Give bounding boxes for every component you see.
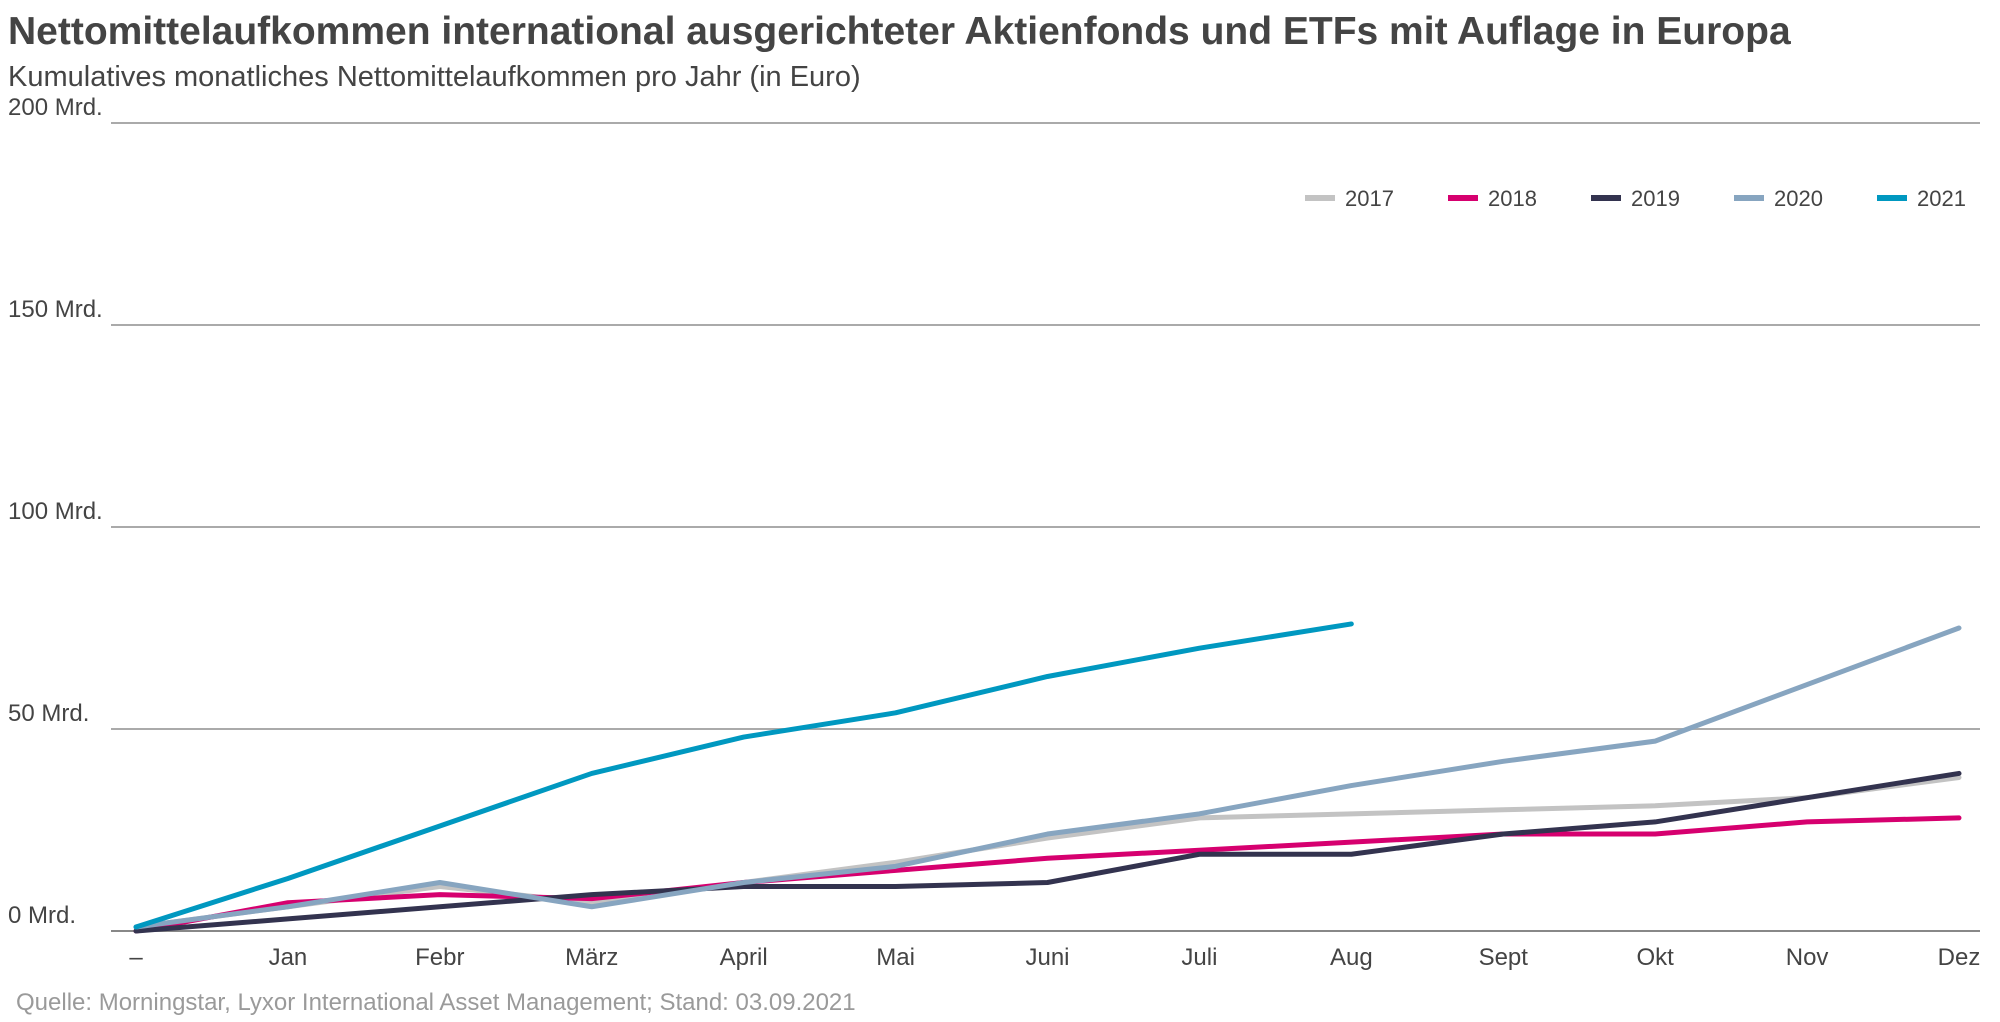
legend-label: 2018: [1488, 186, 1537, 211]
legend-label: 2017: [1345, 186, 1394, 211]
x-tick-label: April: [720, 944, 768, 971]
series-line: [133, 770, 1962, 934]
series-line: [133, 815, 1962, 934]
y-tick-label: 200 Mrd.: [8, 94, 103, 121]
series-line: [133, 774, 1962, 930]
series-line: [133, 625, 1962, 930]
x-tick-label: Sept: [1479, 944, 1529, 971]
x-tick-label: Mai: [876, 944, 915, 971]
x-tick-label: Aug: [1330, 944, 1373, 971]
x-tick-label: Febr: [415, 944, 464, 971]
x-tick-label: Jan: [269, 944, 308, 971]
chart-subtitle: Kumulatives monatliches Nettomittelaufko…: [8, 61, 861, 93]
y-tick-label: 50 Mrd.: [8, 700, 89, 727]
x-tick-label: Juni: [1025, 944, 1069, 971]
x-tick-label: –: [129, 944, 143, 971]
y-tick-label: 100 Mrd.: [8, 498, 103, 525]
x-tick-label: Nov: [1786, 944, 1829, 971]
x-tick-label: Dez: [1938, 944, 1981, 971]
legend-label: 2019: [1631, 186, 1680, 211]
x-tick-label: Juli: [1181, 944, 1217, 971]
chart-title: Nettomittelaufkommen international ausge…: [8, 10, 1791, 53]
source-note: Quelle: Morningstar, Lyxor International…: [16, 989, 856, 1016]
legend-label: 2021: [1917, 186, 1966, 211]
y-tick-label: 150 Mrd.: [8, 296, 103, 323]
x-tick-label: März: [565, 944, 618, 971]
legend-label: 2020: [1774, 186, 1823, 211]
x-tick-label: Okt: [1636, 944, 1674, 971]
series-line: [133, 621, 1354, 930]
y-tick-label: 0 Mrd.: [8, 902, 76, 929]
